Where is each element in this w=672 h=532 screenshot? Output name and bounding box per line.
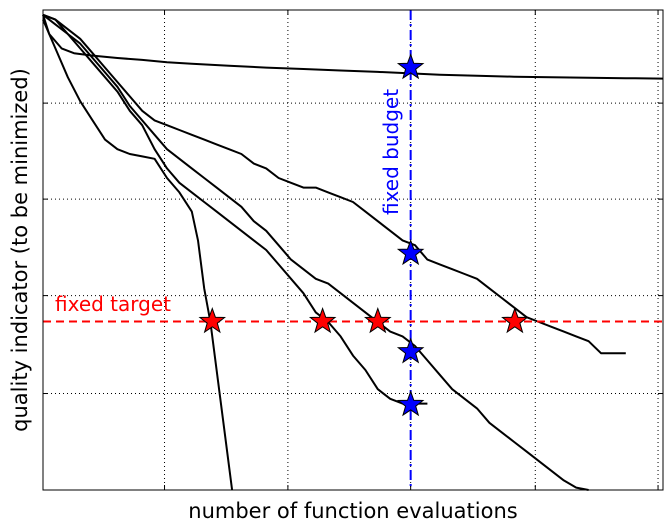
budget-hit-star-2	[396, 238, 425, 266]
series-lines	[42, 13, 664, 491]
plot-frame	[42, 9, 664, 491]
target-hit-star-3	[363, 307, 392, 334]
series-line-4	[42, 14, 589, 491]
budget-hit-star-4	[396, 390, 425, 417]
fixed-budget-label: fixed budget	[379, 89, 403, 215]
grid-lines	[43, 10, 663, 490]
budget-hit-star-1	[396, 53, 425, 80]
series-line-5	[42, 13, 626, 355]
budget-hit-star-3	[396, 337, 425, 364]
series-line-2	[42, 19, 234, 491]
star-markers	[198, 53, 529, 417]
y-axis-label: quality indicator (to be minimized)	[8, 68, 32, 432]
target-hit-star-1	[198, 307, 226, 334]
target-hit-star-2	[308, 307, 337, 334]
target-hit-star-4	[501, 307, 529, 334]
x-axis-label: number of function evaluations	[188, 499, 517, 523]
guide-lines	[43, 10, 663, 490]
series-line-3	[42, 13, 428, 405]
fixed-target-label: fixed target	[55, 292, 171, 316]
series-line-1	[42, 14, 664, 80]
